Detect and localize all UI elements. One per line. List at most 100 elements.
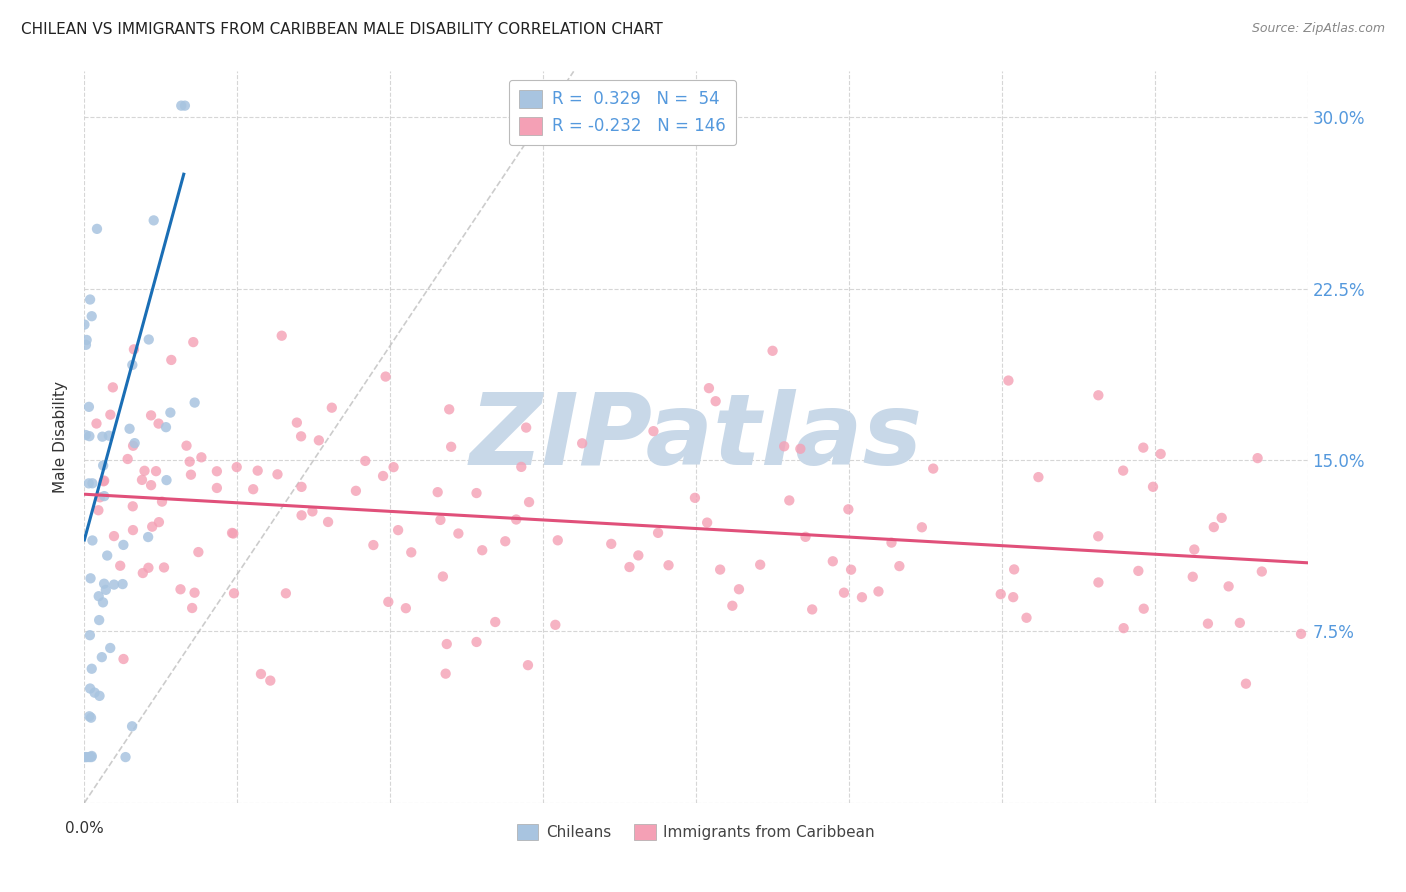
Point	[922, 461, 945, 475]
Point	[86, 417, 108, 431]
Point	[139, 478, 162, 492]
Point	[749, 558, 772, 572]
Point	[510, 459, 533, 474]
Point	[1002, 590, 1025, 604]
Point	[432, 569, 454, 583]
Point	[301, 504, 323, 518]
Point	[704, 394, 727, 409]
Point	[225, 460, 247, 475]
Point	[111, 577, 134, 591]
Point	[484, 615, 506, 629]
Point	[794, 530, 817, 544]
Point	[76, 750, 98, 764]
Point	[150, 494, 173, 508]
Y-axis label: Male Disability: Male Disability	[53, 381, 69, 493]
Point	[600, 537, 623, 551]
Point	[180, 467, 202, 482]
Point	[911, 520, 934, 534]
Point	[93, 475, 115, 489]
Point	[1218, 579, 1240, 593]
Point	[547, 533, 569, 548]
Point	[1087, 388, 1109, 402]
Point	[1112, 621, 1135, 635]
Point	[880, 535, 903, 549]
Point	[83, 686, 105, 700]
Point	[889, 559, 911, 574]
Point	[93, 489, 115, 503]
Point	[773, 439, 796, 453]
Point	[697, 381, 720, 395]
Point	[155, 420, 177, 434]
Point	[176, 439, 198, 453]
Point	[75, 750, 97, 764]
Point	[82, 476, 104, 491]
Point	[82, 533, 104, 548]
Point	[517, 658, 540, 673]
Point	[112, 652, 135, 666]
Point	[187, 545, 209, 559]
Point	[517, 495, 540, 509]
Point	[76, 333, 98, 347]
Point	[124, 436, 146, 450]
Point	[122, 343, 145, 357]
Point	[86, 222, 108, 236]
Point	[93, 576, 115, 591]
Point	[159, 406, 181, 420]
Point	[1112, 464, 1135, 478]
Point	[382, 460, 405, 475]
Point	[429, 513, 451, 527]
Point	[1142, 480, 1164, 494]
Point	[1132, 601, 1154, 615]
Point	[80, 748, 103, 763]
Point	[471, 543, 494, 558]
Point	[138, 333, 160, 347]
Point	[246, 464, 269, 478]
Point	[868, 584, 890, 599]
Point	[571, 436, 593, 450]
Point	[990, 587, 1012, 601]
Point	[627, 549, 650, 563]
Text: 0.0%: 0.0%	[65, 821, 104, 836]
Point	[1250, 565, 1272, 579]
Point	[1015, 611, 1038, 625]
Point	[1128, 564, 1150, 578]
Point	[434, 666, 457, 681]
Point	[837, 502, 859, 516]
Point	[148, 515, 170, 529]
Point	[91, 458, 114, 473]
Point	[1234, 676, 1257, 690]
Point	[79, 750, 101, 764]
Point	[160, 353, 183, 368]
Point	[465, 635, 488, 649]
Point	[728, 582, 751, 597]
Point	[308, 434, 330, 448]
Point	[1202, 520, 1225, 534]
Point	[1087, 529, 1109, 543]
Point	[98, 640, 121, 655]
Point	[290, 480, 312, 494]
Point	[117, 452, 139, 467]
Text: ZIPatlas: ZIPatlas	[470, 389, 922, 485]
Point	[242, 482, 264, 496]
Point	[94, 582, 117, 597]
Point	[1211, 511, 1233, 525]
Point	[79, 709, 101, 723]
Point	[274, 586, 297, 600]
Point	[73, 318, 96, 332]
Point	[647, 525, 669, 540]
Legend: Chileans, Immigrants from Caribbean: Chileans, Immigrants from Caribbean	[510, 817, 882, 847]
Point	[79, 628, 101, 642]
Point	[148, 417, 170, 431]
Point	[75, 338, 97, 352]
Point	[75, 428, 97, 442]
Point	[778, 493, 800, 508]
Point	[222, 526, 245, 541]
Point	[103, 577, 125, 591]
Point	[374, 369, 396, 384]
Point	[122, 523, 145, 537]
Point	[132, 566, 155, 580]
Text: Source: ZipAtlas.com: Source: ZipAtlas.com	[1251, 22, 1385, 36]
Point	[494, 534, 516, 549]
Point	[221, 525, 243, 540]
Point	[79, 571, 101, 585]
